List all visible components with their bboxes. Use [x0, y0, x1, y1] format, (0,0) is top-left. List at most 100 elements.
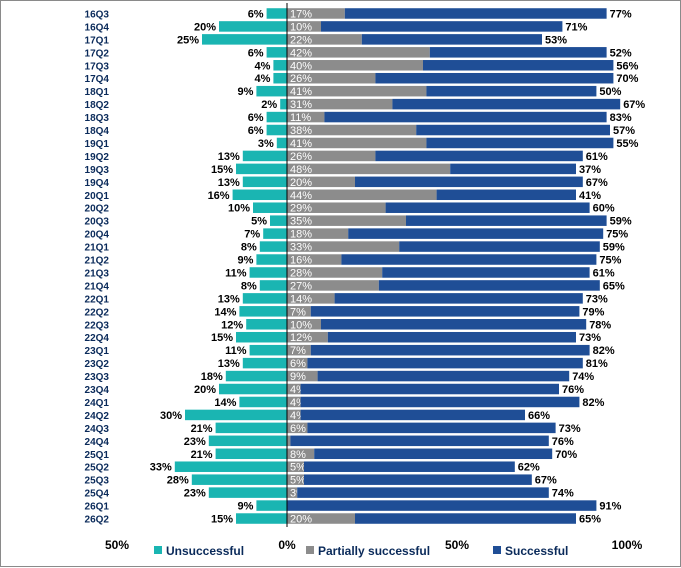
bar-successful	[300, 383, 559, 395]
label-unsuccessful: 20%	[194, 21, 216, 33]
category-label: 22Q2	[85, 307, 110, 318]
label-unsuccessful: 21%	[191, 449, 213, 461]
label-partially-successful: 8%	[290, 449, 306, 461]
bar-successful	[287, 500, 597, 511]
bar-partially-successful	[287, 254, 342, 265]
bar-unsuccessful	[266, 47, 287, 58]
label-successful: 79%	[582, 306, 604, 318]
bar-unsuccessful	[249, 344, 287, 356]
bar-successful	[426, 137, 614, 149]
x-tick-label: 50%	[105, 538, 129, 552]
bar-successful	[304, 461, 515, 472]
category-label: 24Q2	[85, 411, 110, 422]
x-tick-label: 100%	[612, 538, 643, 552]
label-successful: 71%	[565, 21, 587, 33]
bar-unsuccessful	[236, 513, 287, 524]
bar-partially-successful	[287, 383, 301, 395]
category-label: 24Q4	[85, 437, 110, 448]
category-label: 24Q1	[85, 398, 110, 409]
label-unsuccessful: 6%	[248, 125, 264, 137]
category-label: 22Q4	[85, 333, 110, 344]
label-unsuccessful: 9%	[237, 255, 253, 267]
label-successful: 78%	[589, 319, 611, 331]
bar-partially-successful	[287, 448, 315, 460]
bar-partially-successful	[287, 163, 451, 175]
label-partially-successful: 27%	[290, 280, 312, 292]
category-label: 21Q3	[85, 268, 110, 279]
label-successful: 82%	[582, 397, 604, 409]
label-successful: 66%	[528, 410, 550, 422]
label-successful: 74%	[552, 488, 574, 500]
bar-unsuccessful	[225, 370, 287, 382]
label-partially-successful: 10%	[290, 21, 312, 33]
category-label: 16Q4	[85, 22, 110, 33]
bar-partially-successful	[287, 60, 423, 71]
bar-successful	[429, 47, 607, 58]
label-successful: 41%	[579, 190, 601, 202]
label-successful: 77%	[610, 8, 632, 20]
bar-unsuccessful	[242, 293, 287, 304]
bar-unsuccessful	[273, 60, 287, 71]
bar-unsuccessful	[266, 111, 287, 123]
bar-unsuccessful	[266, 124, 287, 136]
bar-unsuccessful	[208, 435, 287, 447]
label-partially-successful: 48%	[290, 164, 312, 176]
bar-partially-successful	[287, 306, 311, 317]
bar-successful	[361, 34, 542, 45]
legend-swatch	[154, 546, 162, 554]
label-unsuccessful: 23%	[184, 488, 206, 500]
bar-successful	[334, 293, 583, 304]
label-partially-successful: 5%	[290, 462, 306, 474]
category-label: 18Q1	[85, 87, 110, 98]
label-unsuccessful: 8%	[241, 280, 257, 292]
bar-successful	[406, 215, 607, 226]
bar-successful	[348, 228, 604, 239]
bar-unsuccessful	[239, 306, 287, 317]
category-label: 19Q2	[85, 152, 110, 163]
label-partially-successful: 31%	[290, 99, 312, 111]
category-label: 26Q1	[85, 502, 110, 513]
category-label: 26Q2	[85, 515, 110, 526]
bar-successful	[307, 422, 556, 434]
label-partially-successful: 20%	[290, 514, 312, 526]
label-successful: 75%	[606, 229, 628, 241]
label-successful: 59%	[603, 242, 625, 254]
label-unsuccessful: 6%	[248, 112, 264, 124]
label-partially-successful: 14%	[290, 293, 312, 305]
category-label: 18Q2	[85, 100, 110, 111]
bar-unsuccessful	[259, 280, 287, 291]
label-unsuccessful: 9%	[237, 501, 253, 513]
label-unsuccessful: 6%	[248, 47, 264, 59]
bar-successful	[324, 111, 607, 123]
label-successful: 76%	[552, 436, 574, 448]
bar-partially-successful	[287, 202, 386, 213]
category-label: 25Q1	[85, 450, 110, 461]
label-partially-successful: 26%	[290, 151, 312, 163]
bar-successful	[385, 202, 590, 213]
label-unsuccessful: 8%	[241, 242, 257, 254]
bar-successful	[392, 98, 621, 110]
bar-unsuccessful	[219, 21, 287, 32]
label-successful: 73%	[579, 332, 601, 344]
label-partially-successful: 41%	[290, 138, 312, 150]
bar-successful	[297, 487, 549, 498]
category-label: 20Q1	[85, 191, 110, 202]
label-successful: 50%	[599, 86, 621, 98]
legend-entry: Partially successful	[318, 544, 430, 558]
bar-partially-successful	[287, 111, 325, 123]
category-label: 20Q3	[85, 217, 110, 228]
bar-successful	[344, 8, 607, 19]
label-unsuccessful: 18%	[201, 371, 223, 383]
label-partially-successful: 18%	[290, 229, 312, 241]
bar-successful	[423, 60, 614, 71]
bar-successful	[314, 448, 553, 460]
category-label: 18Q3	[85, 113, 110, 124]
label-successful: 91%	[599, 501, 621, 513]
category-label: 25Q3	[85, 476, 110, 487]
x-tick-label: 50%	[445, 538, 469, 552]
bar-successful	[375, 72, 614, 84]
label-partially-successful: 7%	[290, 345, 306, 357]
category-label: 25Q4	[85, 489, 110, 500]
label-partially-successful: 6%	[290, 423, 306, 435]
label-successful: 67%	[623, 99, 645, 111]
